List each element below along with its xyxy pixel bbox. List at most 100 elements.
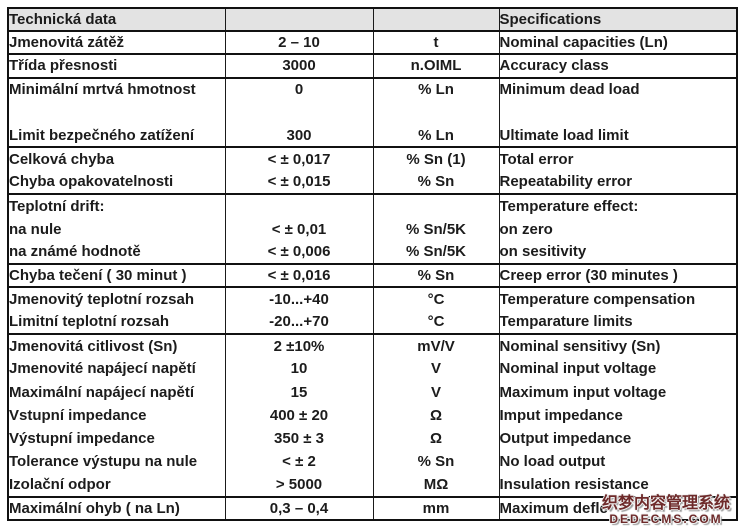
- value-cell: 0,3 – 0,4: [224, 496, 373, 521]
- czech-label-cell: Teplotní drift:: [9, 197, 105, 215]
- value-cell: [224, 194, 373, 218]
- header-czech-title: Technická data: [8, 8, 225, 32]
- english-label-cell: Maximum input voltage: [498, 380, 737, 404]
- unit-cell: mm: [372, 496, 499, 521]
- header-value-column: [224, 8, 373, 32]
- value-cell: -10...+40: [224, 287, 373, 311]
- table-row: Výstupní impedance 350 ± 3 Ω Output impedan…: [8, 427, 737, 451]
- english-label-cell: Temperature compensation: [498, 287, 737, 311]
- value-cell: -20...+70: [224, 310, 373, 335]
- value-cell: 15: [224, 380, 373, 404]
- table-row: Celková chyba < ± 0,017% Sn (1) Total erro…: [8, 147, 737, 171]
- unit-cell: n.OIML: [372, 54, 499, 79]
- czech-label-cell: [8, 101, 225, 124]
- english-label-cell: Nominal input voltage: [498, 357, 737, 381]
- table-row: na nule < ± 0,01% Sn/5K on zero: [8, 217, 737, 241]
- czech-label-cell: Vstupní impedance: [9, 406, 147, 424]
- unit-cell: % Sn: [372, 450, 499, 474]
- value-cell: 2 ±10%: [224, 333, 373, 358]
- english-label-cell: Nominal sensitivy (Sn): [498, 333, 737, 358]
- unit-cell: % Ln: [372, 124, 499, 149]
- value-cell: < ± 0,006: [224, 240, 373, 265]
- unit-cell: [372, 194, 499, 218]
- unit-cell: % Sn (1): [372, 147, 499, 171]
- table-row: Maximální ohyb ( na Ln) 0,3 – 0,4 mm Maximu…: [8, 496, 737, 521]
- english-label-cell: Repeatability error: [498, 170, 737, 196]
- value-cell: 400 ± 20: [224, 403, 373, 428]
- table-row: Jmenovitá citlivost (Sn) 2 ±10% mV/V Nomina…: [8, 333, 737, 358]
- czech-label-cell: Jmenovitá citlivost (Sn): [9, 337, 178, 355]
- english-label-cell: Minimum dead load: [498, 77, 737, 101]
- english-label-cell: Temperature effect:: [498, 194, 737, 218]
- english-label-cell: on sesitivity: [498, 240, 737, 265]
- english-label-cell: Ultimate load limit: [498, 124, 737, 149]
- table-row: Jmenovitý teplotní rozsah -10...+40 °C Temp…: [8, 287, 737, 311]
- spec-table-body: Jmenovitá zátěž 2 – 10 t Nominal capacities…: [8, 31, 737, 521]
- table-header-row: Technická data Specifications: [8, 8, 737, 32]
- english-label-cell: Output impedance: [498, 427, 737, 451]
- specifications-table: Technická data Specifications Jmenovitá …: [7, 7, 738, 522]
- unit-cell: V: [372, 380, 499, 404]
- table-row: Chyba opakovatelnosti < ± 0,015% Sn Repeat…: [8, 170, 737, 196]
- czech-label-cell: Minimální mrtvá hmotnost: [9, 81, 196, 99]
- unit-cell: mV/V: [372, 333, 499, 358]
- unit-cell: % Sn/5K: [372, 217, 499, 241]
- czech-label-cell: Izolační odpor: [8, 473, 225, 498]
- czech-label-cell: Třída přesnosti: [8, 54, 225, 79]
- value-cell: < ± 0,01: [224, 217, 373, 241]
- czech-label-cell: Chyba opakovatelnosti: [8, 170, 225, 196]
- czech-label-cell: na známé hodnotě: [8, 240, 225, 265]
- table-row: Třída přesnosti 3000 n.OIML Accuracy class: [8, 54, 737, 79]
- value-cell: < ± 0,017: [224, 147, 373, 171]
- table-row: Limit bezpečného zatížení 300% Ln Ultimate…: [8, 124, 737, 149]
- header-english-title: Specifications: [498, 8, 737, 32]
- english-label-cell: [498, 100, 737, 125]
- english-label-cell: Nominal capacities (Ln): [498, 31, 737, 56]
- unit-cell: °C: [372, 287, 499, 311]
- value-cell: < ± 0,016: [224, 263, 373, 289]
- czech-label-cell: Tolerance výstupu na nule: [9, 453, 198, 471]
- value-cell: 0: [224, 77, 373, 101]
- unit-cell: °C: [372, 310, 499, 335]
- english-label-cell: Total error: [498, 147, 737, 171]
- unit-cell: V: [372, 357, 499, 381]
- czech-label-cell: Jmenovitá zátěž: [8, 31, 225, 56]
- table-row: Limitní teplotní rozsah -20...+70 °C Tempar…: [8, 310, 737, 335]
- value-cell: [224, 100, 373, 125]
- czech-label-cell: na nule: [9, 220, 62, 238]
- czech-label-cell: Maximální ohyb ( na Ln): [9, 500, 180, 518]
- unit-cell: MΩ: [372, 473, 499, 498]
- table-row: Minimální mrtvá hmotnost 0% Ln Minimum dea…: [8, 77, 737, 101]
- english-label-cell: Imput impedance: [498, 403, 737, 428]
- unit-cell: % Ln: [372, 77, 499, 101]
- unit-cell: t: [372, 31, 499, 56]
- english-label-cell: Accuracy class: [498, 54, 737, 79]
- table-row: Izolační odpor > 5000 MΩ Insulation resista…: [8, 473, 737, 498]
- czech-label-cell: Celková chyba: [9, 151, 115, 169]
- english-label-cell: Creep error (30 minutes ): [498, 263, 737, 289]
- table-row: Teplotní drift: Temperature effect:: [8, 194, 737, 218]
- value-cell: 300: [224, 124, 373, 149]
- english-label-cell: Maximum defle: [498, 496, 737, 521]
- czech-label-cell: Limitní teplotní rozsah: [8, 310, 225, 335]
- table-row: Tolerance výstupu na nule < ± 2% Sn No loa…: [8, 450, 737, 474]
- table-row: Jmenovité napájecí napětí 10 V Nominal inpu…: [8, 357, 737, 381]
- czech-label-cell: Chyba tečení ( 30 minut ): [8, 263, 225, 289]
- table-row: Vstupní impedance 400 ± 20 Ω Imput impedanc…: [8, 403, 737, 428]
- value-cell: 2 – 10: [224, 31, 373, 56]
- table-row: [8, 100, 737, 125]
- value-cell: < ± 2: [224, 450, 373, 474]
- unit-cell: [372, 100, 499, 125]
- unit-cell: % Sn/5K: [372, 240, 499, 265]
- table-row: Maximální napájecí napětí 15 V Maximum inpu…: [8, 380, 737, 404]
- czech-label-cell: Jmenovité napájecí napětí: [9, 360, 196, 378]
- czech-label-cell: Maximální napájecí napětí: [9, 383, 195, 401]
- unit-cell: Ω: [372, 427, 499, 451]
- table-row: Chyba tečení ( 30 minut ) < ± 0,016% Sn Cr…: [8, 263, 737, 289]
- english-label-cell: on zero: [498, 217, 737, 241]
- czech-label-cell: Výstupní impedance: [9, 430, 155, 448]
- value-cell: 350 ± 3: [224, 427, 373, 451]
- czech-label-cell: Limit bezpečného zatížení: [8, 124, 225, 149]
- unit-cell: Ω: [372, 403, 499, 428]
